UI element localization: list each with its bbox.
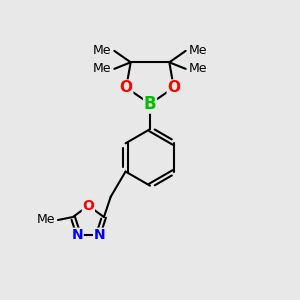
Text: Me: Me [37, 214, 55, 226]
Text: Me: Me [92, 44, 111, 57]
Text: Me: Me [189, 44, 208, 57]
Text: N: N [71, 228, 83, 242]
Text: Me: Me [92, 62, 111, 75]
Text: B: B [144, 95, 156, 113]
Text: O: O [82, 199, 94, 213]
Text: O: O [120, 80, 133, 95]
Text: O: O [167, 80, 180, 95]
Text: N: N [94, 228, 105, 242]
Text: Me: Me [189, 62, 208, 75]
